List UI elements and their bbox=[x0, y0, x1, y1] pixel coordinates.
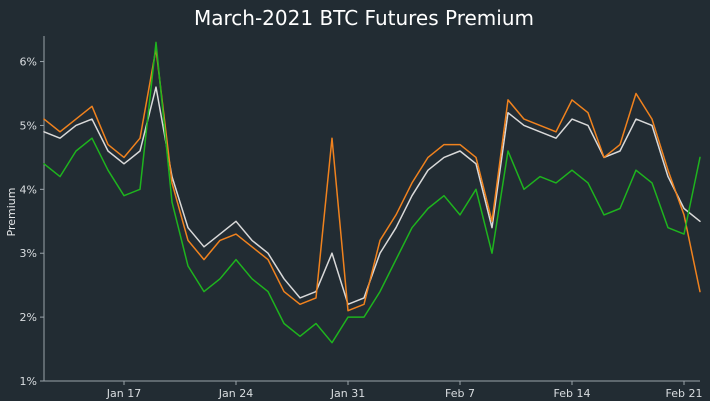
x-tick-label: Feb 14 bbox=[554, 387, 591, 400]
x-tick-label: Feb 7 bbox=[445, 387, 475, 400]
y-tick-label: 6% bbox=[20, 56, 37, 69]
x-axis: Jan 17 Jan 24 Jan 31 Feb 7 Feb 14 Feb 21 bbox=[44, 380, 703, 400]
x-tick-label: Jan 31 bbox=[330, 387, 365, 400]
y-tick-label: 4% bbox=[20, 183, 37, 196]
y-tick-label: 2% bbox=[20, 311, 37, 324]
x-tick-label: Jan 24 bbox=[218, 387, 253, 400]
y-tick-label: 3% bbox=[20, 247, 37, 260]
y-tick-label: 5% bbox=[20, 119, 37, 132]
y-axis: 1% 2% 3% 4% 5% 6% bbox=[20, 36, 45, 388]
series-line-green bbox=[43, 41, 701, 344]
chart-title: March-2021 BTC Futures Premium bbox=[194, 6, 534, 30]
series-line-white bbox=[43, 86, 701, 306]
x-tick-label: Feb 21 bbox=[666, 387, 703, 400]
x-tick-label: Jan 17 bbox=[106, 387, 141, 400]
y-axis-label: Premium bbox=[5, 188, 18, 237]
y-tick-label: 1% bbox=[20, 375, 37, 388]
series-layer bbox=[43, 41, 701, 344]
